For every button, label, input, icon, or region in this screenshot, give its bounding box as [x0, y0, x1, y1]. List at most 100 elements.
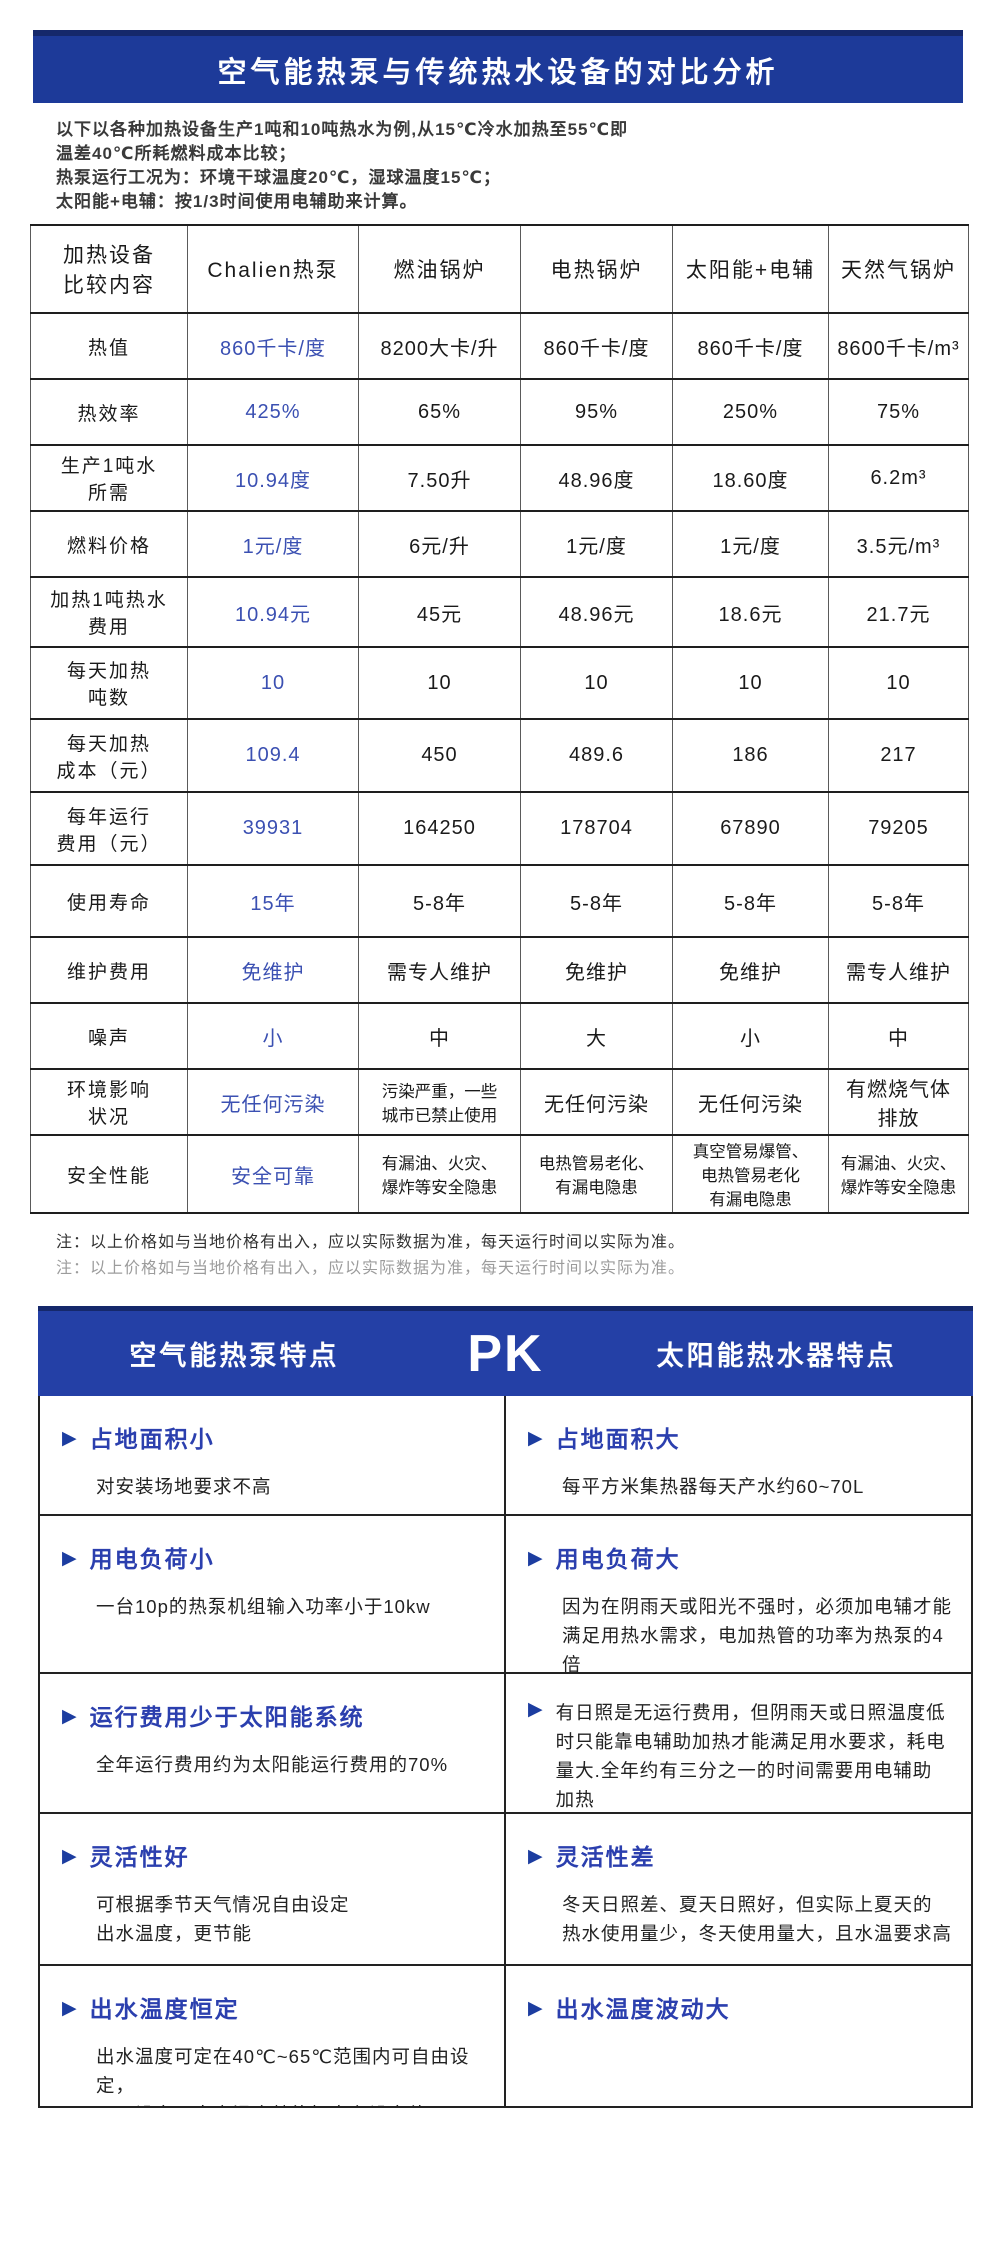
table-cell: 10.94度 [187, 444, 359, 512]
table-cell: 有漏油、火灾、 爆炸等安全隐患 [828, 1134, 969, 1214]
comparison-table: 加热设备 比较内容 Chalien热泵 燃油锅炉 电热锅炉 太阳能+电辅 天然气… [30, 224, 969, 1214]
table-row: 环境影响 状况 无任何污染 污染严重，一些 城市已禁止使用 无任何污染 无任何污… [30, 1068, 969, 1136]
intro-line: 温差40℃所耗燃料成本比较； [56, 144, 297, 163]
table-cell: 10 [187, 646, 359, 720]
pk-item-header: ▶ 用电负荷大 [528, 1540, 953, 1574]
pk-item-body: 可根据季节天气情况自由设定 出水温度，更节能 [96, 1894, 350, 1944]
table-cell: 48.96元 [520, 576, 673, 648]
pk-item-body: 冬天日照差、夏天日照好，但实际上夏天的 热水使用量少，冬天使用量大，且水温要求高 [562, 1894, 953, 1944]
pk-item-body: 全年运行费用约为太阳能运行费用的70% [96, 1754, 449, 1775]
row-label: 热效率 [30, 378, 188, 446]
pk-cell-solar: ▶ 占地面积大 每平方米集热器每天产水约60~70L [506, 1396, 971, 1514]
table-cell: 217 [828, 718, 969, 793]
pk-item-header: ▶ 运行费用少于太阳能系统 [62, 1698, 486, 1732]
table-cell: 中 [358, 1002, 521, 1070]
table-row: 每天加热 成本（元） 109.4 450 489.6 186 217 [30, 718, 969, 793]
table-cell: 109.4 [187, 718, 359, 793]
pk-cell-heatpump: ▶ 用电负荷小 一台10p的热泵机组输入功率小于10kw [40, 1516, 506, 1672]
pk-row: ▶ 占地面积小 对安装场地要求不高 ▶ 占地面积大 每平方米集热器每天产水约60… [40, 1396, 971, 1514]
table-row: 热值 860千卡/度 8200大卡/升 860千卡/度 860千卡/度 8600… [30, 312, 969, 380]
table-cell: 大 [520, 1002, 673, 1070]
bullet-arrow-icon: ▶ [528, 1427, 543, 1449]
table-cell: 无任何污染 [672, 1068, 829, 1136]
table-row: 噪声 小 中 大 小 中 [30, 1002, 969, 1070]
row-label: 生产1吨水 所需 [30, 444, 188, 512]
pk-row: ▶ 出水温度恒定 出水温度可定在40℃~65℃范围内可自由设定， 一旦设定，出水… [40, 1964, 971, 2106]
table-cell: 10 [828, 646, 969, 720]
bullet-arrow-icon: ▶ [62, 1845, 77, 1867]
table-row: 每年运行 费用（元） 39931 164250 178704 67890 792… [30, 791, 969, 866]
table-cell: 425% [187, 378, 359, 446]
pk-item-body: 出水温度可定在40℃~65℃范围内可自由设定， 一旦设定，出水温度就能恒定在设定… [96, 2046, 470, 2106]
column-header: 加热设备 比较内容 [30, 224, 188, 314]
column-header: 天然气锅炉 [828, 224, 969, 314]
pk-item-title: 占地面积小 [89, 1426, 215, 1452]
table-cell: 污染严重，一些 城市已禁止使用 [358, 1068, 521, 1136]
table-row: 安全性能 安全可靠 有漏油、火灾、 爆炸等安全隐患 电热管易老化、 有漏电隐患 … [30, 1134, 969, 1214]
table-cell: 中 [828, 1002, 969, 1070]
pk-item-header: ▶ 用电负荷小 [62, 1540, 486, 1574]
table-cell: 164250 [358, 791, 521, 866]
pk-item-body: 每平方米集热器每天产水约60~70L [562, 1476, 865, 1497]
pk-right-title: 太阳能热水器特点 [656, 1341, 897, 1371]
bullet-arrow-icon: ▶ [528, 1699, 543, 1720]
row-label: 每天加热 成本（元） [30, 718, 188, 793]
bullet-arrow-icon: ▶ [62, 1997, 77, 2019]
table-cell: 95% [520, 378, 673, 446]
column-header: 太阳能+电辅 [672, 224, 829, 314]
table-cell: 5-8年 [358, 864, 521, 938]
pk-item-header: ▶ 有日照是无运行费用，但阴雨天或日照温度低 时只能靠电辅助加热才能满足用水要求… [528, 1698, 953, 1812]
table-cell: 48.96度 [520, 444, 673, 512]
intro-text: 以下以各种加热设备生产1吨和10吨热水为例,从15℃冷水加热至55℃即 温差40… [56, 118, 1000, 214]
table-cell: 860千卡/度 [520, 312, 673, 380]
table-cell: 5-8年 [520, 864, 673, 938]
pk-left-title: 空气能热泵特点 [129, 1341, 340, 1371]
table-cell: 15年 [187, 864, 359, 938]
table-cell: 无任何污染 [520, 1068, 673, 1136]
table-cell: 65% [358, 378, 521, 446]
table-cell: 真空管易爆管、 电热管易老化 有漏电隐患 [672, 1134, 829, 1214]
pk-cell-heatpump: ▶ 灵活性好 可根据季节天气情况自由设定 出水温度，更节能 [40, 1814, 506, 1964]
pk-item-body: 有日照是无运行费用，但阴雨天或日照温度低 时只能靠电辅助加热才能满足用水要求，耗… [555, 1702, 946, 1810]
pk-item-title: 用电负荷小 [89, 1546, 215, 1572]
table-cell: 8200大卡/升 [358, 312, 521, 380]
pk-cell-solar: ▶ 出水温度波动大 [506, 1966, 971, 2106]
bullet-arrow-icon: ▶ [62, 1705, 77, 1727]
pk-item-body: 对安装场地要求不高 [96, 1476, 272, 1497]
table-header-row: 加热设备 比较内容 Chalien热泵 燃油锅炉 电热锅炉 太阳能+电辅 天然气… [30, 224, 969, 314]
table-row: 维护费用 免维护 需专人维护 免维护 免维护 需专人维护 [30, 936, 969, 1004]
page: 空气能热泵与传统热水设备的对比分析 以下以各种加热设备生产1吨和10吨热水为例,… [0, 30, 1000, 2108]
row-label: 维护费用 [30, 936, 188, 1004]
table-row: 加热1吨热水 费用 10.94元 45元 48.96元 18.6元 21.7元 [30, 576, 969, 648]
row-label: 使用寿命 [30, 864, 188, 938]
intro-line: 以下以各种加热设备生产1吨和10吨热水为例,从15℃冷水加热至55℃即 [56, 120, 629, 139]
row-label: 加热1吨热水 费用 [30, 576, 188, 648]
table-row: 每天加热 吨数 10 10 10 10 10 [30, 646, 969, 720]
table-cell: 10 [520, 646, 673, 720]
bullet-arrow-icon: ▶ [528, 1845, 543, 1867]
bullet-arrow-icon: ▶ [62, 1547, 77, 1569]
table-cell: 电热管易老化、 有漏电隐患 [520, 1134, 673, 1214]
pk-banner: 空气能热泵特点 PK 太阳能热水器特点 [38, 1306, 973, 1396]
table-cell: 1元/度 [520, 510, 673, 578]
table-cell: 10.94元 [187, 576, 359, 648]
table-cell: 3.5元/m³ [828, 510, 969, 578]
table-cell: 5-8年 [828, 864, 969, 938]
table-cell: 250% [672, 378, 829, 446]
pk-item-header: ▶ 出水温度波动大 [528, 1990, 953, 2024]
table-cell: 45元 [358, 576, 521, 648]
table-cell: 需专人维护 [828, 936, 969, 1004]
column-header: 电热锅炉 [520, 224, 673, 314]
pk-item-title: 灵活性好 [89, 1844, 190, 1870]
table-cell: 178704 [520, 791, 673, 866]
table-cell: 5-8年 [672, 864, 829, 938]
row-label: 热值 [30, 312, 188, 380]
bullet-arrow-icon: ▶ [62, 1427, 77, 1449]
table-cell: 无任何污染 [187, 1068, 359, 1136]
pk-row: ▶ 用电负荷小 一台10p的热泵机组输入功率小于10kw ▶ 用电负荷大 因为在… [40, 1514, 971, 1672]
table-row: 热效率 425% 65% 95% 250% 75% [30, 378, 969, 446]
pk-item-title: 运行费用少于太阳能系统 [89, 1704, 365, 1730]
table-cell: 75% [828, 378, 969, 446]
pk-item-title: 出水温度波动大 [555, 1996, 731, 2022]
bullet-arrow-icon: ▶ [528, 1997, 543, 2019]
